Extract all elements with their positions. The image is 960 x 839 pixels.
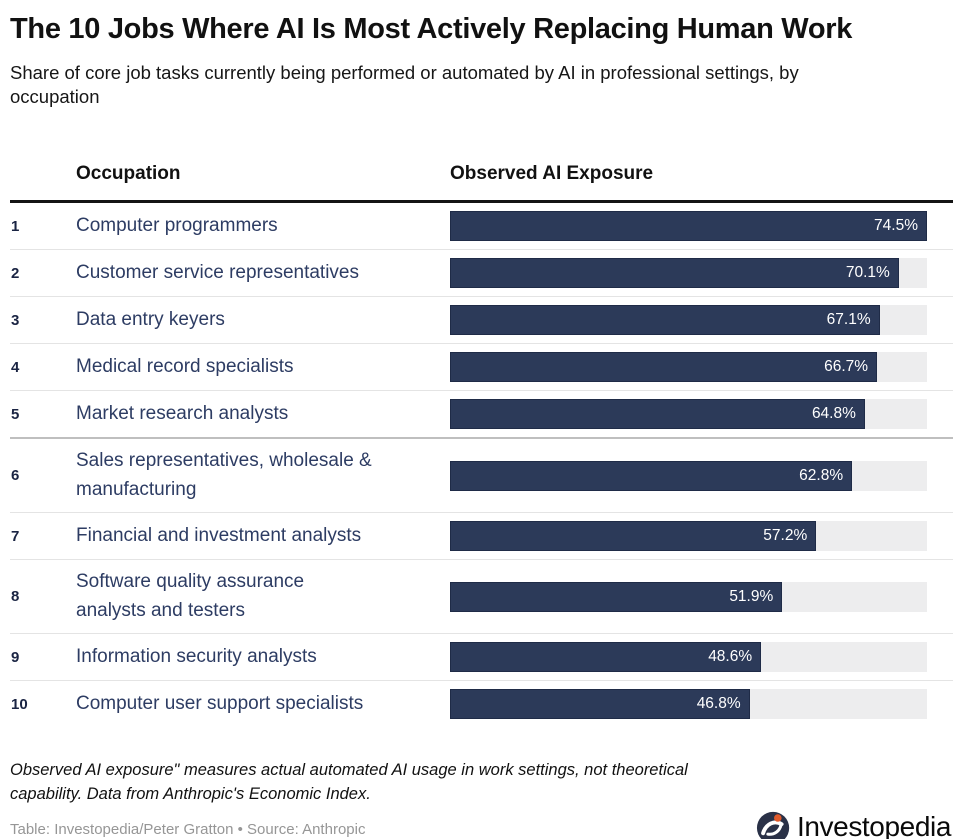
bar-value-label: 67.1% [826, 311, 871, 329]
bar-value-label: 66.7% [824, 358, 869, 376]
rank-label: 5 [11, 405, 20, 423]
bar-value-label: 46.8% [696, 695, 741, 713]
bar-fill: 57.2% [450, 521, 817, 552]
rank-label: 7 [11, 527, 20, 545]
bar-track: 70.1% [450, 258, 927, 289]
table-row: 2 Customer service representatives 70.1% [10, 249, 953, 296]
bar-cell: 62.8% [450, 460, 953, 491]
bar-cell: 64.8% [450, 399, 953, 430]
bar-fill: 74.5% [450, 211, 927, 242]
bar-cell: 67.1% [450, 305, 953, 336]
table-row: 4 Medical record specialists 66.7% [10, 343, 953, 390]
page-subtitle: Share of core job tasks currently being … [10, 62, 799, 108]
occupation-label: Financial and investment analysts [76, 525, 362, 547]
bar-track: 66.7% [450, 352, 927, 383]
bar-value-label: 48.6% [708, 648, 753, 666]
bar-value-label: 62.8% [799, 466, 844, 484]
table-row: 8 Software quality assurance analysts an… [10, 559, 953, 633]
bar-cell: 51.9% [450, 581, 953, 612]
occupation-label: Sales representatives, wholesale & manuf… [76, 450, 372, 500]
bar-cell: 48.6% [450, 642, 953, 673]
bar-value-label: 64.8% [811, 405, 856, 423]
bar-cell: 74.5% [450, 211, 953, 242]
bar-fill: 66.7% [450, 352, 878, 383]
rank-label: 2 [11, 264, 20, 282]
bar-track: 51.9% [450, 581, 927, 612]
bar-fill: 70.1% [450, 258, 899, 289]
credit-row: Table: Investopedia/Peter Gratton • Sour… [10, 809, 953, 839]
table-row: 9 Information security analysts 48.6% [10, 633, 953, 680]
bar-value-label: 57.2% [763, 527, 808, 545]
bar-cell: 57.2% [450, 521, 953, 552]
bar-value-label: 70.1% [845, 264, 890, 282]
investopedia-logo-icon [756, 811, 790, 839]
bar-track: 46.8% [450, 689, 927, 720]
bar-track: 67.1% [450, 305, 927, 336]
exposure-column-header: Observed AI Exposure [450, 163, 654, 185]
page-title: The 10 Jobs Where AI Is Most Actively Re… [10, 13, 853, 45]
occupation-label: Information security analysts [76, 646, 317, 668]
bar-fill: 46.8% [450, 689, 750, 720]
bar-cell: 66.7% [450, 352, 953, 383]
table-body: 1 Computer programmers 74.5% 2 Customer … [10, 203, 953, 727]
bar-fill: 64.8% [450, 399, 865, 430]
table-row: 1 Computer programmers 74.5% [10, 203, 953, 249]
occupation-label: Computer programmers [76, 215, 278, 237]
table-row: 6 Sales representatives, wholesale & man… [10, 437, 953, 512]
bar-track: 74.5% [450, 211, 927, 242]
occupation-column-header: Occupation [76, 163, 181, 185]
bar-track: 64.8% [450, 399, 927, 430]
credit-line: Table: Investopedia/Peter Gratton • Sour… [10, 820, 366, 838]
bar-cell: 70.1% [450, 258, 953, 289]
rank-label: 8 [11, 588, 20, 606]
occupation-label: Data entry keyers [76, 309, 225, 331]
table-row: 10 Computer user support specialists 46.… [10, 680, 953, 727]
bar-track: 57.2% [450, 521, 927, 552]
bar-fill: 62.8% [450, 460, 853, 491]
rank-label: 4 [11, 358, 20, 376]
bar-value-label: 51.9% [729, 587, 774, 605]
occupation-label: Customer service representatives [76, 262, 359, 284]
rank-label: 10 [11, 695, 28, 713]
footnote: Observed AI exposure" measures actual au… [10, 761, 688, 803]
bar-fill: 67.1% [450, 305, 880, 336]
bar-fill: 48.6% [450, 642, 762, 673]
table-header-row: Occupation Observed AI Exposure [10, 163, 953, 204]
bar-value-label: 74.5% [874, 217, 918, 235]
occupation-label: Market research analysts [76, 403, 289, 425]
rank-label: 6 [11, 467, 20, 485]
table-row: 7 Financial and investment analysts 57.2… [10, 512, 953, 559]
footer: Observed AI exposure" measures actual au… [10, 759, 953, 839]
occupation-label: Computer user support specialists [76, 693, 364, 715]
bar-fill: 51.9% [450, 581, 783, 612]
bar-cell: 46.8% [450, 689, 953, 720]
investopedia-logo-text: Investopedia [797, 810, 951, 839]
rank-label: 3 [11, 311, 20, 329]
bar-track: 48.6% [450, 642, 927, 673]
bar-track: 62.8% [450, 460, 927, 491]
occupation-label: Software quality assurance analysts and … [76, 571, 305, 621]
rank-label: 1 [11, 217, 20, 235]
investopedia-logo: Investopedia [756, 809, 953, 839]
table-row: 3 Data entry keyers 67.1% [10, 296, 953, 343]
table-row: 5 Market research analysts 64.8% [10, 390, 953, 437]
occupation-label: Medical record specialists [76, 356, 294, 378]
rank-label: 9 [11, 648, 20, 666]
